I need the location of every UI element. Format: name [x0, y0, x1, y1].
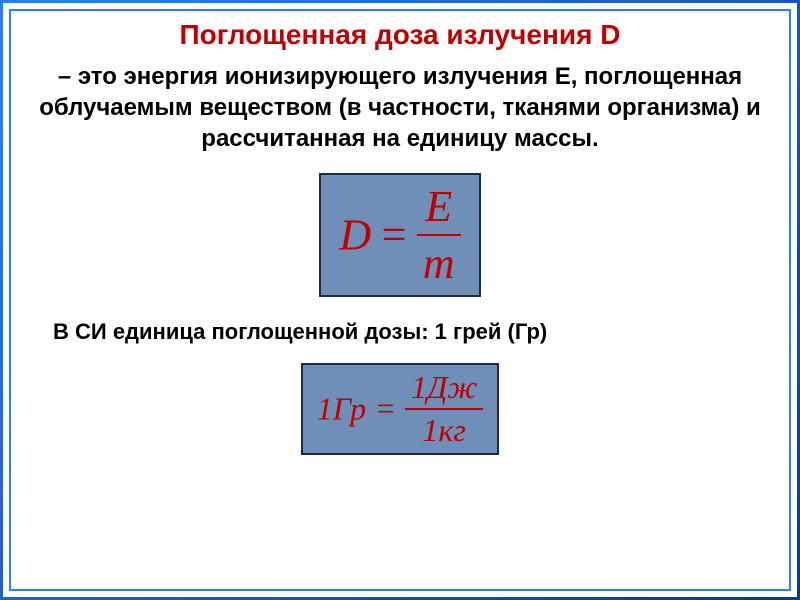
- formula-1-fraction: E m: [417, 181, 461, 289]
- formula-2-denominator: 1кг: [405, 410, 483, 449]
- formula-1-box: D = E m: [319, 173, 480, 297]
- formula-2-lhs: 1Гр: [317, 390, 366, 426]
- formula-1-lhs: D: [339, 210, 371, 259]
- formula-1-denominator: m: [417, 236, 461, 289]
- slide-frame: Поглощенная доза излучения D – это энерг…: [0, 0, 800, 600]
- formula-1-numerator: E: [417, 181, 461, 234]
- formula-2-fraction: 1Дж 1кг: [405, 369, 483, 449]
- formula-2-box: 1Гр = 1Дж 1кг: [301, 363, 499, 455]
- formula-2-container: 1Гр = 1Дж 1кг: [33, 363, 767, 455]
- formula-2-numerator: 1Дж: [405, 369, 483, 408]
- formula-1-container: D = E m: [33, 173, 767, 297]
- formula-2-eq: =: [371, 390, 401, 426]
- definition-text: – это энергия ионизирующего излучения Е,…: [33, 61, 767, 155]
- si-unit-note: В СИ единица поглощенной дозы: 1 грей (Г…: [53, 319, 767, 345]
- slide-content: Поглощенная доза излучения D – это энерг…: [3, 3, 797, 597]
- formula-1-eq: =: [376, 210, 413, 259]
- page-title: Поглощенная доза излучения D: [33, 19, 767, 51]
